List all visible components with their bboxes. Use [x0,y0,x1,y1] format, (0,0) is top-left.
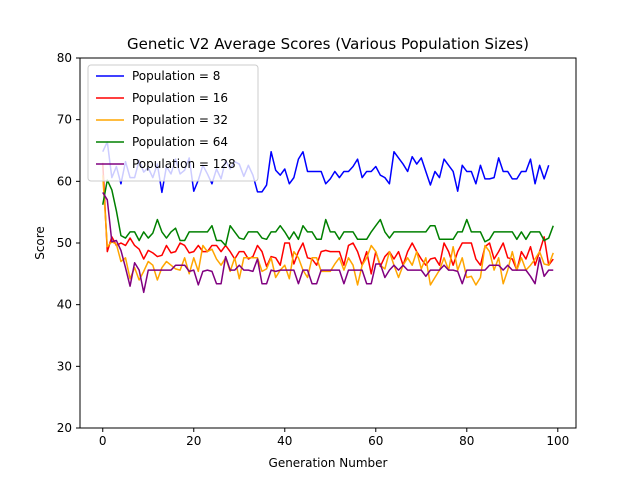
y-tick-label: 50 [57,236,72,250]
y-tick-label: 60 [57,174,72,188]
x-tick-label: 20 [186,434,201,448]
series-line-2 [102,175,554,286]
legend-label: Population = 64 [132,135,228,149]
y-tick-label: 70 [57,113,72,127]
y-tick-label: 20 [57,421,72,435]
x-axis: 0 20 40 60 80 100 [99,428,569,448]
legend-box [87,64,259,182]
legend: Population = 8 Population = 16 Population … [87,64,259,182]
series-line-1 [102,162,554,275]
y-tick-label: 40 [57,298,72,312]
series-line-3 [102,179,554,247]
x-tick-label: 60 [368,434,383,448]
legend-label: Population = 16 [132,91,228,105]
series-line-4 [102,192,554,294]
y-axis: 20 30 40 50 60 70 80 [57,51,80,435]
y-tick-label: 30 [57,359,72,373]
x-tick-label: 0 [99,434,107,448]
y-tick-label: 80 [57,51,72,65]
x-tick-label: 40 [277,434,292,448]
legend-label: Population = 32 [132,113,228,127]
legend-label: Population = 128 [132,157,236,171]
y-axis-label: Score [33,226,47,260]
chart-title: Genetic V2 Average Scores (Various Popul… [127,35,529,53]
legend-label: Population = 8 [132,69,220,83]
x-tick-label: 100 [546,434,569,448]
x-tick-label: 80 [459,434,474,448]
x-axis-label: Generation Number [269,456,388,470]
